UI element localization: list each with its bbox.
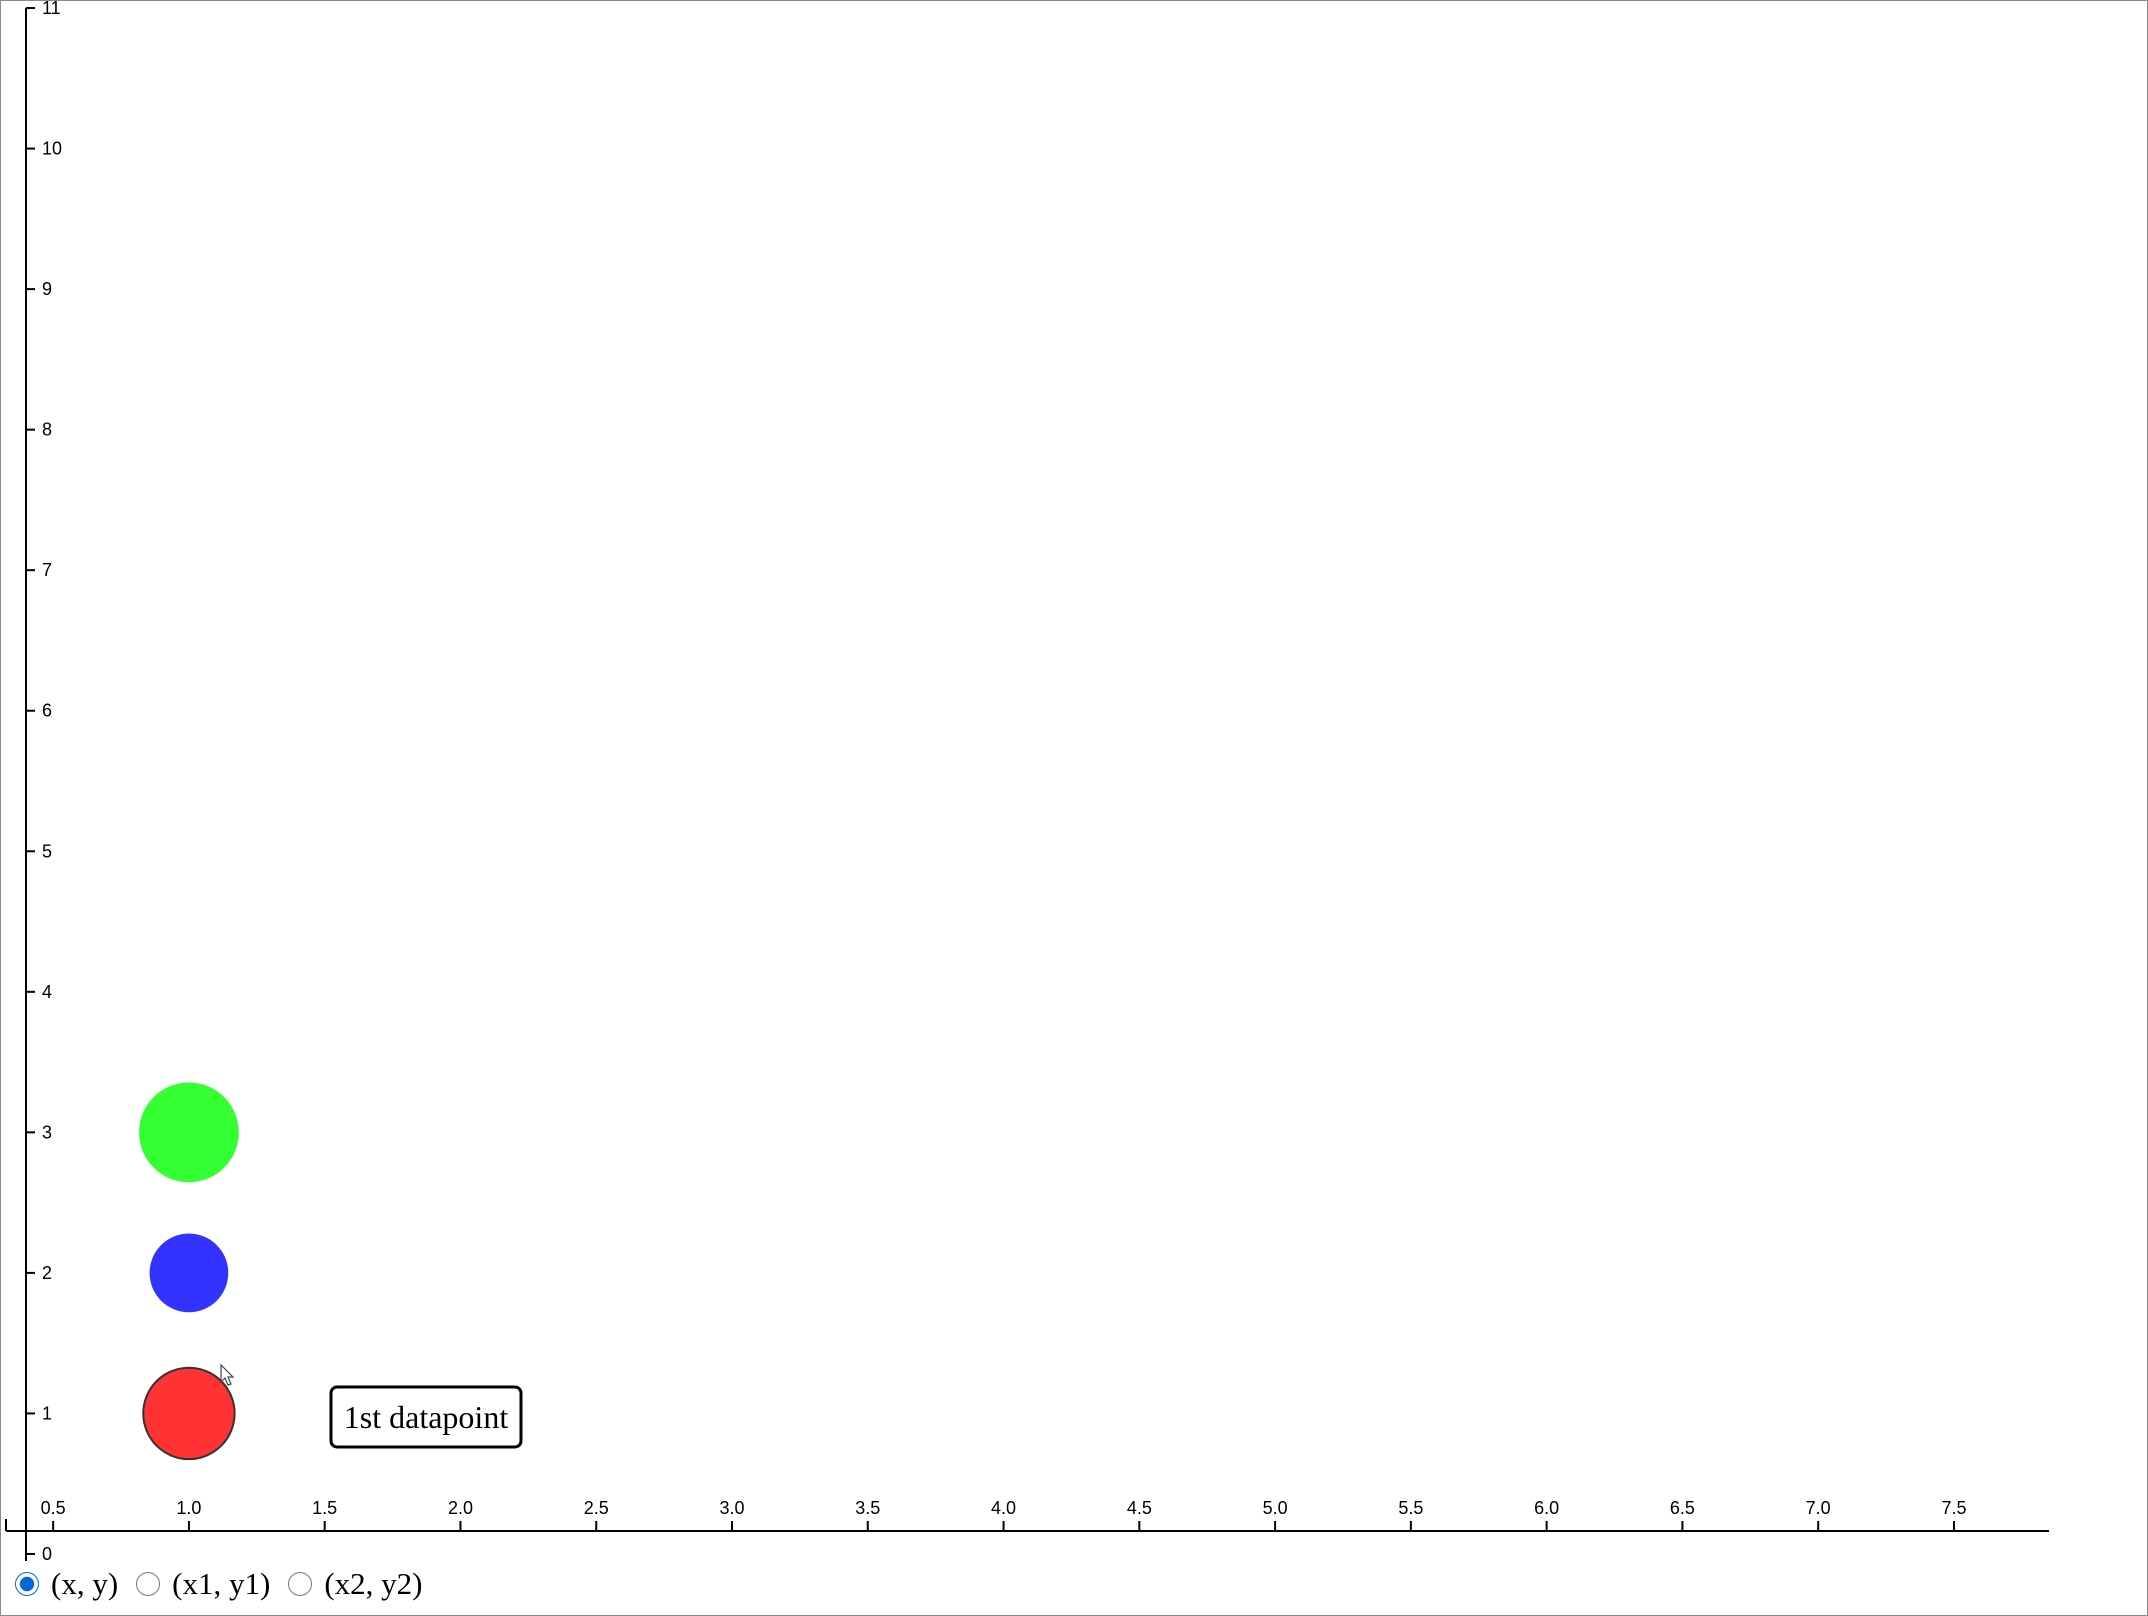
y-tick-label-4: 4 xyxy=(42,982,52,1002)
x-tick-label-5.5: 5.5 xyxy=(1398,1498,1423,1518)
radio-x1y1[interactable] xyxy=(136,1572,161,1596)
y-tick-label-7: 7 xyxy=(42,560,52,580)
x-tick-label-5.0: 5.0 xyxy=(1263,1498,1288,1518)
scatter-plot: 0 1 2 3 4 5 6 7 8 9 10 11 0.5 1.0 1.5 2.0 2.5 3.0 3.5 4.0 4… xyxy=(5,1,2049,1561)
x-tick-label-1.0: 1.0 xyxy=(176,1498,201,1518)
y-tick-label-11: 11 xyxy=(42,1,61,18)
radio-label-xy: (x, y) xyxy=(51,1566,119,1601)
x-tick-label-2.0: 2.0 xyxy=(448,1498,473,1518)
y-tick-label-0: 0 xyxy=(42,1544,52,1561)
radio-label-x2y2: (x2, y2) xyxy=(324,1566,423,1601)
x-tick-label-4.5: 4.5 xyxy=(1127,1498,1152,1518)
radio-option-x1y1[interactable]: (x1, y1) xyxy=(132,1566,270,1602)
x-tick-label-0.5: 0.5 xyxy=(41,1498,66,1518)
x-tick-label-7.5: 7.5 xyxy=(1941,1498,1966,1518)
data-point-3 xyxy=(139,1082,239,1183)
radio-label-x1y1: (x1, y1) xyxy=(172,1566,271,1601)
y-tick-label-9: 9 xyxy=(42,279,52,299)
y-tick-label-8: 8 xyxy=(42,420,52,440)
data-points xyxy=(139,1082,239,1461)
x-tick-label-1.5: 1.5 xyxy=(312,1498,337,1518)
y-tick-label-6: 6 xyxy=(42,701,52,721)
tooltip-box xyxy=(329,1385,523,1449)
x-tick-label-7.0: 7.0 xyxy=(1806,1498,1831,1518)
radio-x2y2[interactable] xyxy=(288,1572,313,1596)
x-tick-label-4.0: 4.0 xyxy=(991,1498,1016,1518)
y-tick-label-1: 1 xyxy=(42,1403,52,1423)
x-tick-label-3.5: 3.5 xyxy=(855,1498,880,1518)
radio-xy[interactable] xyxy=(15,1572,39,1596)
tooltip: 1st datapoint xyxy=(329,1385,523,1449)
y-tick-label-5: 5 xyxy=(42,841,52,861)
x-tick-label-6.5: 6.5 xyxy=(1670,1498,1695,1518)
radio-option-x2y2[interactable]: (x2, y2) xyxy=(284,1566,422,1602)
y-tick-label-2: 2 xyxy=(42,1263,52,1283)
y-tick-label-10: 10 xyxy=(42,139,62,159)
tooltip-text: 1st datapoint xyxy=(344,1399,509,1435)
data-point-2 xyxy=(149,1233,229,1313)
series-selector: (x, y) (x1, y1) (x2, y2) xyxy=(11,1561,436,1607)
x-axis: 0.5 1.0 1.5 2.0 2.5 3.0 3.5 4.0 4.5 5.0 5.5 6.0 6.5 7… xyxy=(5,1498,2049,1532)
y-tick-label-3: 3 xyxy=(42,1122,52,1142)
data-point-1 xyxy=(142,1366,236,1461)
mouse-cursor-icon xyxy=(220,1363,235,1386)
x-tick-label-2.5: 2.5 xyxy=(584,1498,609,1518)
x-tick-label-6.0: 6.0 xyxy=(1534,1498,1559,1518)
radio-option-xy[interactable]: (x, y) xyxy=(11,1566,118,1602)
x-tick-label-3.0: 3.0 xyxy=(719,1498,744,1518)
y-axis: 0 1 2 3 4 5 6 7 8 9 10 11 xyxy=(25,1,62,1561)
